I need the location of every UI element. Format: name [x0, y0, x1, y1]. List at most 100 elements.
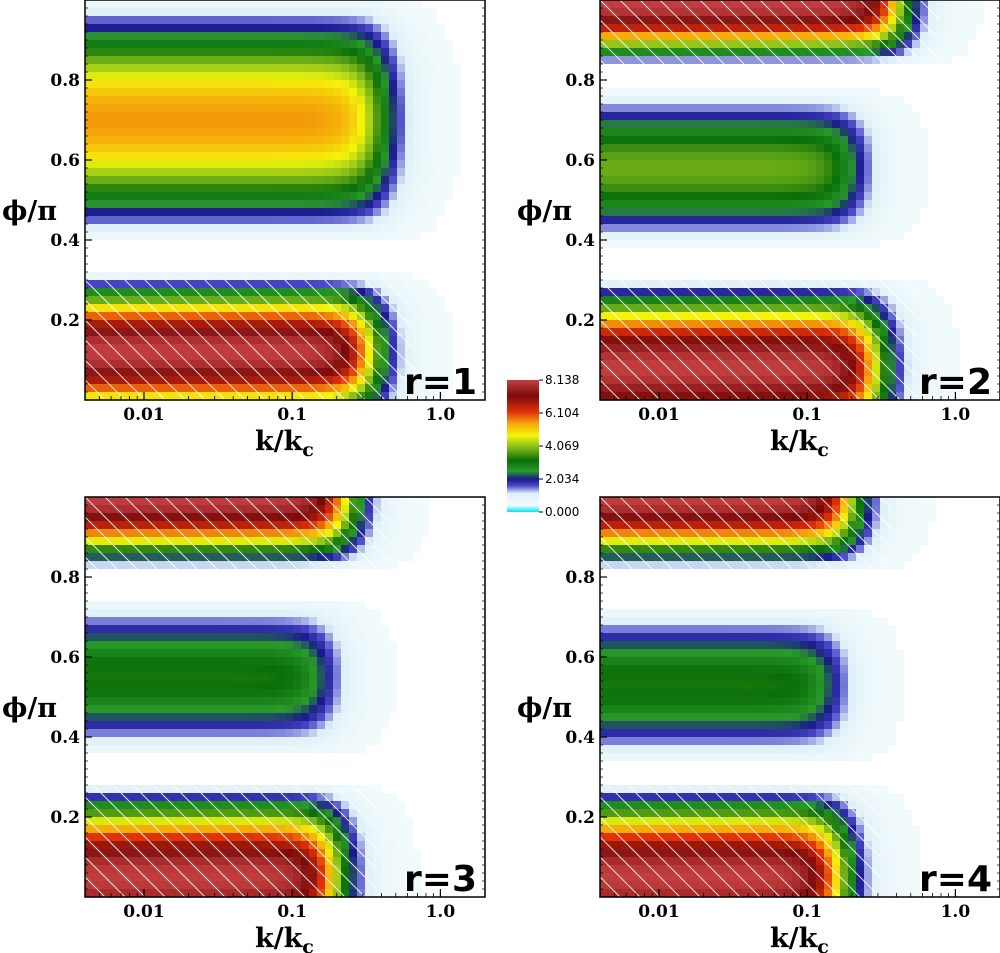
heatmap-cell — [648, 208, 657, 217]
heatmap-cell — [928, 32, 937, 41]
heatmap-cell — [93, 0, 102, 9]
heatmap-cell — [101, 208, 110, 217]
heatmap-cell — [944, 352, 953, 361]
heatmap-cell — [840, 48, 849, 57]
heatmap-cell — [808, 160, 817, 169]
heatmap-cell — [696, 320, 705, 329]
heatmap-cell — [269, 72, 278, 81]
heatmap-cell — [712, 88, 721, 97]
heatmap-cell — [429, 64, 438, 73]
heatmap-cell — [960, 104, 969, 113]
heatmap-cell — [864, 336, 873, 345]
heatmap-cell — [728, 248, 737, 257]
heatmap-cell — [285, 152, 294, 161]
heatmap-cell — [181, 104, 190, 113]
heatmap-cell — [293, 136, 302, 145]
heatmap-cell — [109, 144, 118, 153]
heatmap-cell — [608, 248, 617, 257]
heatmap-cell — [429, 384, 438, 393]
heatmap-cell — [197, 360, 206, 369]
heatmap-cell — [237, 56, 246, 65]
heatmap-cell — [357, 344, 366, 353]
heatmap-cell — [85, 128, 94, 137]
heatmap-cell — [880, 120, 889, 129]
heatmap-cell — [672, 168, 681, 177]
heatmap-cell — [109, 8, 118, 17]
heatmap-cell — [616, 144, 625, 153]
heatmap-cell — [760, 64, 769, 73]
heatmap-cell — [864, 232, 873, 241]
heatmap-cell — [720, 312, 729, 321]
heatmap-cell — [277, 224, 286, 233]
heatmap-cell — [109, 264, 118, 273]
heatmap-cell — [397, 200, 406, 209]
heatmap-cell — [912, 192, 921, 201]
heatmap-cell — [848, 40, 857, 49]
heatmap-cell — [744, 232, 753, 241]
heatmap-cell — [832, 96, 841, 105]
heatmap-cell — [293, 112, 302, 121]
heatmap-cell — [349, 280, 358, 289]
heatmap-cell — [936, 192, 945, 201]
heatmap-cell — [928, 296, 937, 305]
heatmap-cell — [413, 152, 422, 161]
heatmap-cell — [816, 24, 825, 33]
heatmap-cell — [245, 296, 254, 305]
heatmap-cell — [333, 136, 342, 145]
hatch-line — [340, 276, 413, 349]
heatmap-cell — [752, 56, 761, 65]
heatmap-cell — [453, 344, 462, 353]
heatmap-cell — [928, 288, 937, 297]
heatmap-cell — [205, 368, 214, 377]
heatmap-cell — [744, 208, 753, 217]
heatmap-cell — [616, 160, 625, 169]
heatmap-cell — [93, 32, 102, 41]
heatmap-cell — [93, 152, 102, 161]
heatmap-cell — [133, 72, 142, 81]
heatmap-cell — [872, 224, 881, 233]
heatmap-cell — [744, 336, 753, 345]
heatmap-cell — [237, 24, 246, 33]
heatmap-cell — [405, 104, 414, 113]
heatmap-cell — [704, 152, 713, 161]
heatmap-cell — [85, 224, 94, 233]
heatmap-cell — [357, 192, 366, 201]
heatmap-cell — [720, 344, 729, 353]
heatmap-cell — [728, 224, 737, 233]
heatmap-cell — [776, 320, 785, 329]
heatmap-cell — [768, 304, 777, 313]
heatmap-cell — [285, 232, 294, 241]
heatmap-cell — [173, 96, 182, 105]
heatmap-cell — [704, 32, 713, 41]
heatmap-cell — [165, 368, 174, 377]
heatmap-cell — [896, 168, 905, 177]
heatmap-cell — [293, 96, 302, 105]
heatmap-cell — [872, 80, 881, 89]
heatmap-cell — [664, 160, 673, 169]
heatmap-cell — [968, 128, 977, 137]
heatmap-cell — [984, 240, 993, 249]
heatmap-cell — [293, 40, 302, 49]
heatmap-cell — [221, 360, 230, 369]
heatmap-cell — [616, 352, 625, 361]
heatmap-cell — [920, 360, 929, 369]
heatmap-cell — [976, 184, 985, 193]
heatmap-cell — [117, 128, 126, 137]
heatmap-cell — [149, 136, 158, 145]
heatmap-cell — [688, 208, 697, 217]
heatmap-cell — [453, 272, 462, 281]
heatmap-cell — [664, 0, 673, 9]
heatmap-cell — [624, 64, 633, 73]
heatmap-cell — [333, 168, 342, 177]
heatmap-cell — [696, 272, 705, 281]
heatmap-cell — [325, 88, 334, 97]
heatmap-cell — [373, 352, 382, 361]
heatmap-cell — [768, 160, 777, 169]
heatmap-cell — [149, 288, 158, 297]
heatmap-cell — [85, 368, 94, 377]
heatmap-cell — [301, 392, 310, 401]
heatmap-cell — [632, 88, 641, 97]
heatmap-cell — [832, 0, 841, 9]
heatmap-cell — [928, 176, 937, 185]
heatmap-cell — [413, 352, 422, 361]
